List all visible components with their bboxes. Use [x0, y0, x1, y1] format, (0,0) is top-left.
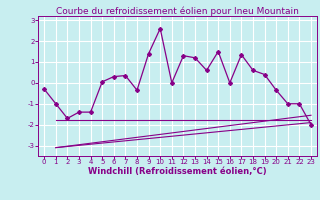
Title: Courbe du refroidissement éolien pour Ineu Mountain: Courbe du refroidissement éolien pour In… [56, 6, 299, 16]
X-axis label: Windchill (Refroidissement éolien,°C): Windchill (Refroidissement éolien,°C) [88, 167, 267, 176]
